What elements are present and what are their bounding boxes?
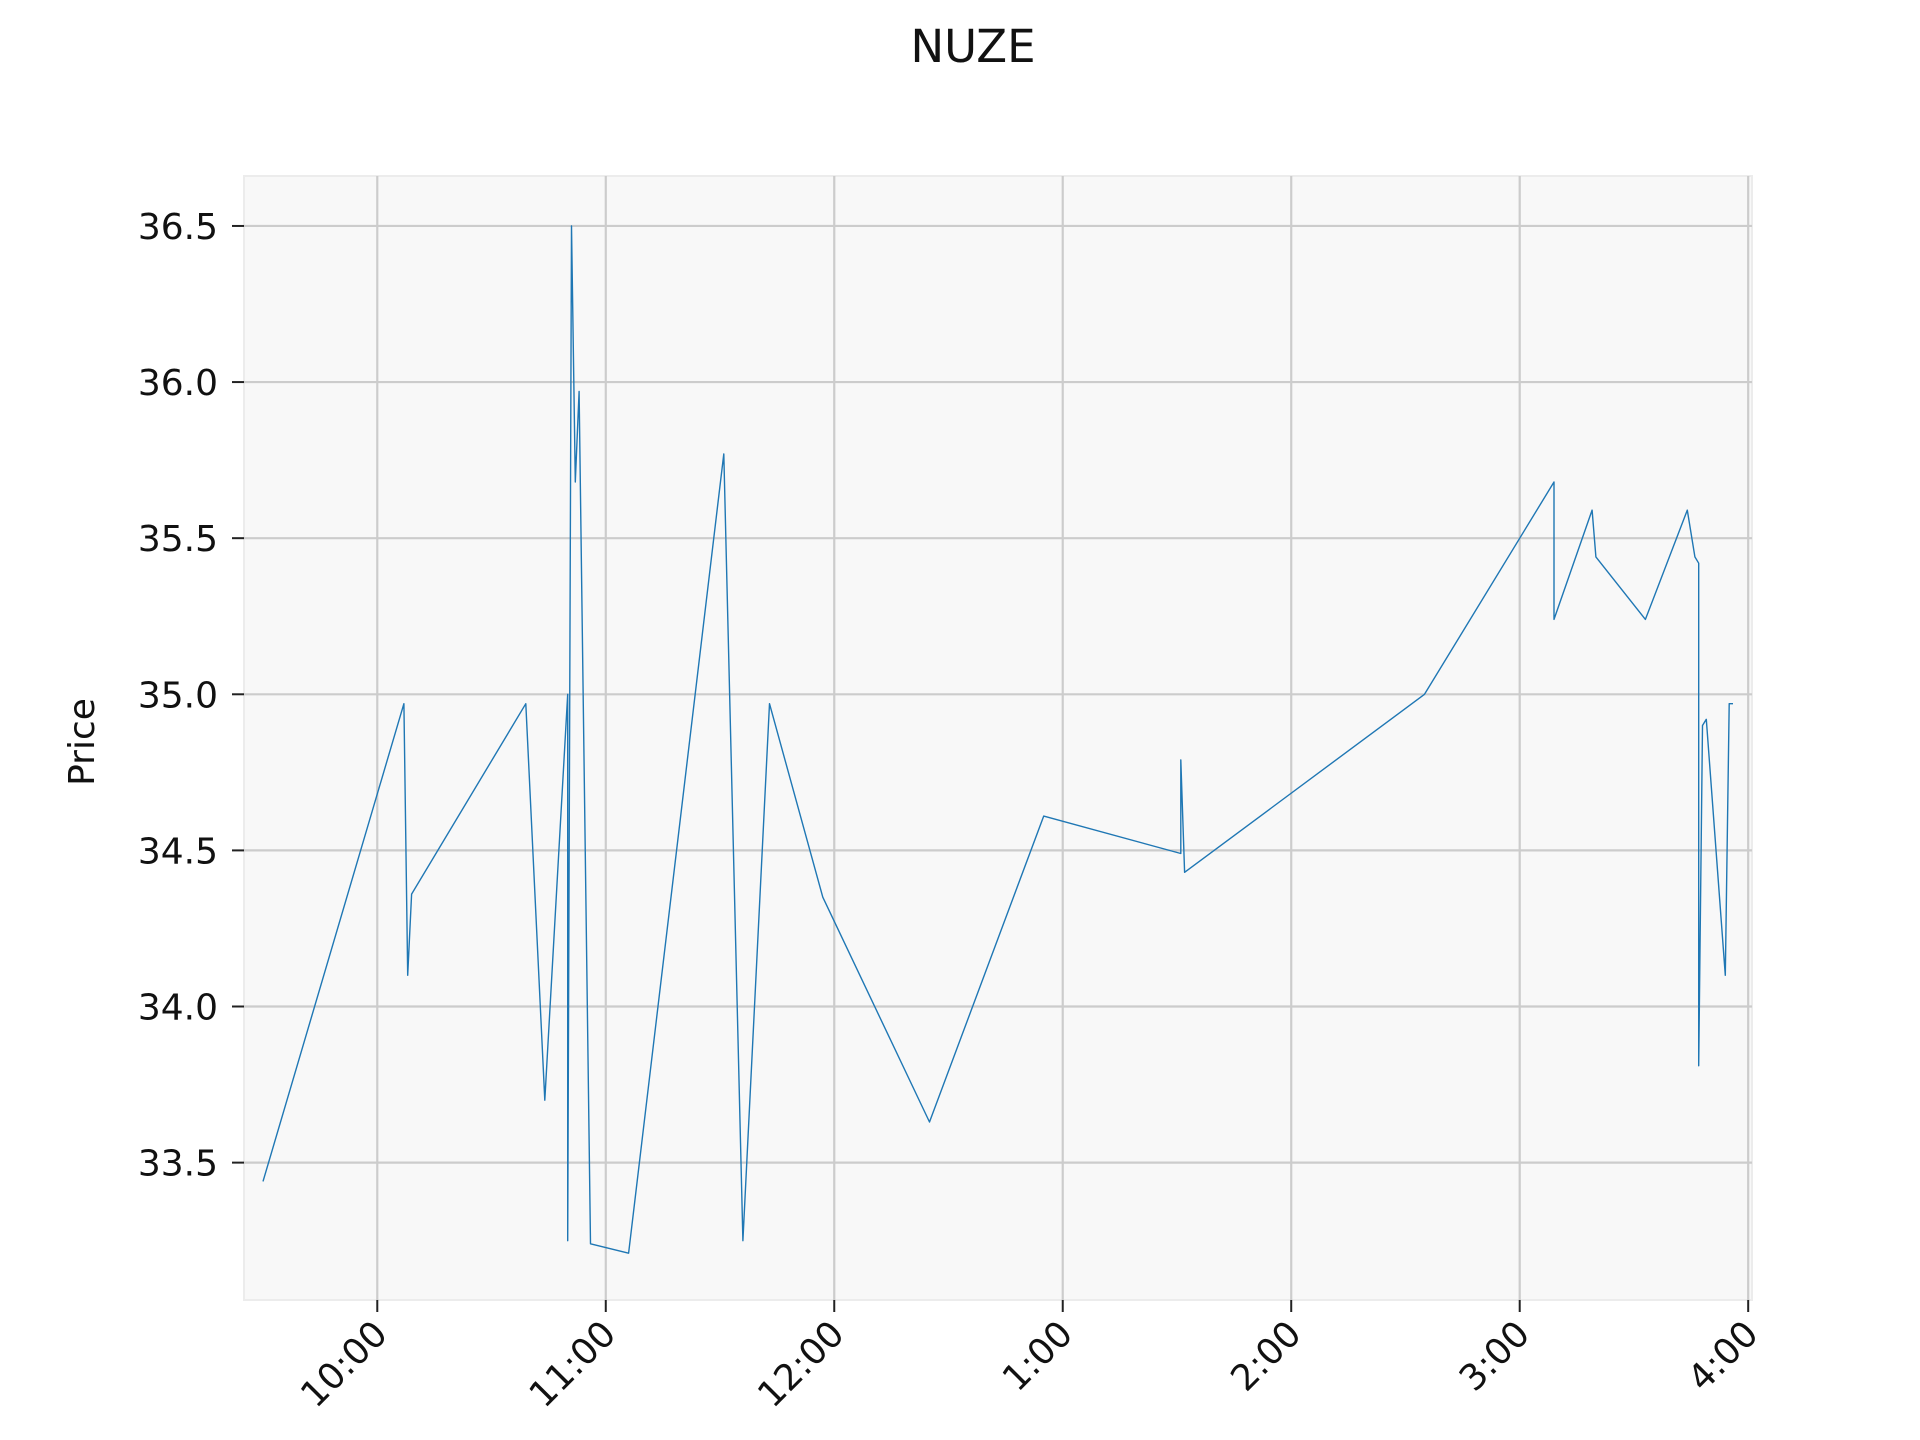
data-point [403,703,405,705]
data-point [1694,556,1696,558]
data-point [822,896,824,898]
data-point [578,390,580,392]
y-tick-label: 36.5 [138,207,218,248]
data-point [571,225,573,227]
data-point [1553,618,1555,620]
x-tick-label: 4:00 [1680,1313,1766,1399]
data-point [567,1240,569,1242]
data-point [1591,509,1593,511]
data-point [1424,693,1426,695]
data-point [1180,759,1182,761]
data-point [1724,974,1726,976]
data-point [1043,815,1045,817]
data-point [742,1240,744,1242]
y-tick-label: 35.5 [138,519,218,560]
chart-title: NUZE [910,20,1035,73]
data-point [1702,725,1704,727]
data-point [590,1243,592,1245]
data-point [1698,1065,1700,1067]
data-point [1644,618,1646,620]
data-point [1732,703,1734,705]
data-point [411,893,413,895]
data-point [1184,871,1186,873]
data-point [544,1099,546,1101]
data-point [567,693,569,695]
data-point [1180,853,1182,855]
plot-area [243,175,1753,1301]
grid-lines [244,176,1752,1300]
price-series-line [262,225,1733,1254]
data-point [929,1121,931,1123]
y-tick-label: 34.0 [138,988,218,1029]
data-point [1698,562,1700,564]
data-point [574,481,576,483]
data-point [262,1180,264,1182]
data-point [1705,718,1707,720]
x-tick-label: 2:00 [1223,1313,1309,1399]
data-point [1728,703,1730,705]
y-tick-label: 34.5 [138,831,218,872]
data-point [525,703,527,705]
x-tick-label: 1:00 [995,1313,1081,1399]
y-tick-label: 35.0 [138,675,218,716]
x-tick-label: 3:00 [1452,1313,1538,1399]
y-tick-label: 33.5 [138,1144,218,1185]
x-tick-label: 10:00 [293,1313,395,1415]
x-tick-label: 11:00 [522,1313,624,1415]
x-tick-label: 12:00 [750,1313,852,1415]
data-point [723,453,725,455]
data-point [1595,556,1597,558]
data-point [1553,481,1555,483]
data-point [769,703,771,705]
data-point [407,974,409,976]
data-point [1686,509,1688,511]
y-axis-label: Price [62,698,103,786]
y-tick-label: 36.0 [138,363,218,404]
data-point [628,1252,630,1254]
